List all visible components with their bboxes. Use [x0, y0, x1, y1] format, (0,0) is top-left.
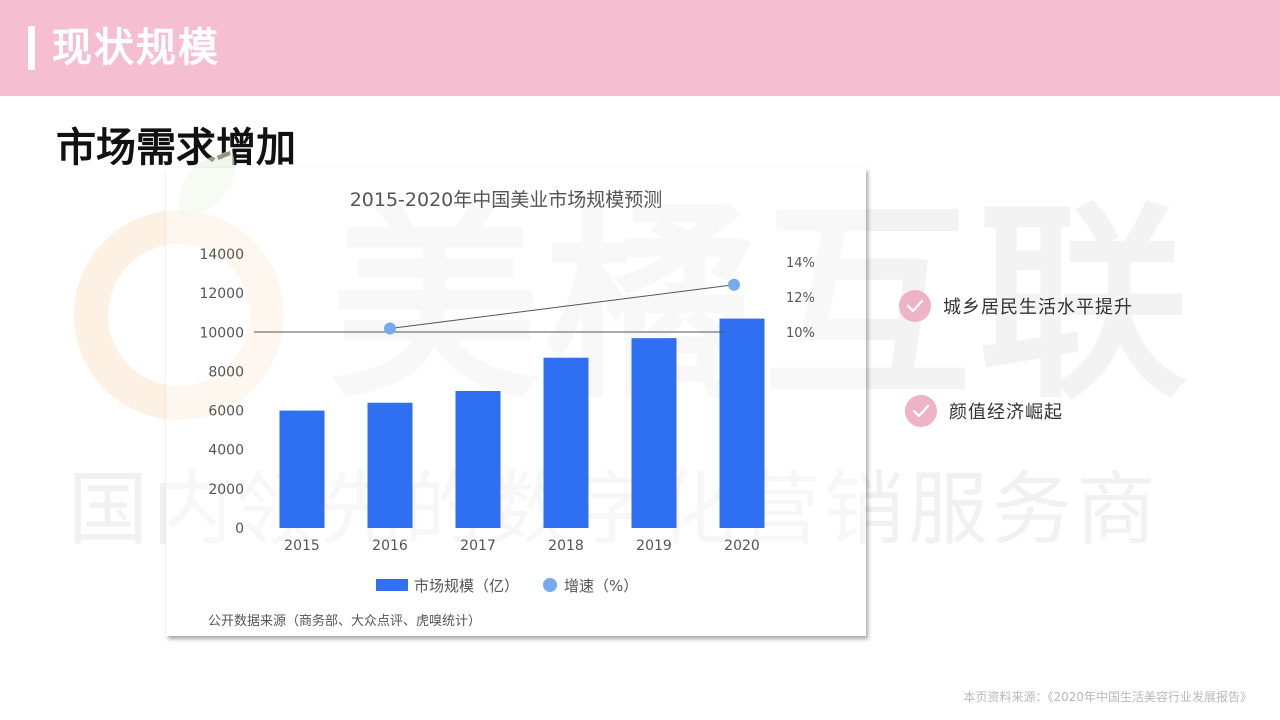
legend-bar-swatch: [376, 579, 408, 591]
x-tick-label: 2016: [372, 538, 408, 554]
growth-point-2020: [728, 278, 740, 291]
right-tick-label: 10%: [786, 326, 815, 341]
bar-2016: [367, 402, 413, 528]
section-heading: 市场需求增加: [56, 125, 296, 171]
bar-2015: [279, 410, 325, 528]
legend-label: 增速（%）: [564, 577, 638, 595]
x-tick-label: 2015: [284, 538, 320, 554]
legend-dot-swatch: [543, 578, 557, 592]
bar-2018: [543, 357, 589, 528]
left-tick-label: 10000: [199, 325, 244, 341]
right-tick-label: 14%: [786, 256, 815, 271]
point-text: 颜值经济崛起: [949, 402, 1063, 423]
footer-source: 本页资料来源：《2020年中国生活美容行业发展报告》: [963, 690, 1252, 704]
chart-card: 2015-2020年中国美业市场规模预测 0 2000 4000 6000 8000 10…: [166, 168, 866, 636]
bar-2020: [719, 318, 765, 528]
left-tick-label: 8000: [208, 364, 244, 380]
bar-2019: [631, 338, 677, 528]
x-tick-label: 2017: [460, 538, 496, 554]
chart-source-note: 公开数据来源（商务部、大众点评、虎嗅统计）: [208, 613, 481, 629]
chart-title: 2015-2020年中国美业市场规模预测: [350, 189, 663, 211]
legend-label: 市场规模（亿）: [414, 577, 519, 595]
left-tick-label: 12000: [199, 286, 244, 302]
left-tick-label: 0: [235, 521, 244, 537]
x-tick-label: 2020: [724, 538, 760, 554]
header-accent-bar: [28, 26, 35, 70]
left-tick-label: 4000: [208, 443, 244, 459]
check-icon: [899, 290, 931, 322]
watermark-slogan: 国内领先的数字化营销服务商: [68, 463, 1160, 556]
left-tick-label: 2000: [208, 482, 244, 498]
x-tick-label: 2018: [548, 538, 584, 554]
point-text: 城乡居民生活水平提升: [943, 297, 1133, 318]
right-tick-label: 12%: [786, 291, 815, 306]
x-tick-label: 2019: [636, 538, 672, 554]
header-banner: 现状规模: [0, 0, 1280, 96]
growth-line: [389, 284, 735, 329]
market-size-chart: 2015-2020年中国美业市场规模预测 0 2000 4000 6000 8000 10…: [199, 189, 815, 629]
bar-2017: [455, 391, 501, 528]
left-tick-label: 6000: [208, 404, 244, 420]
page-title: 现状规模: [52, 25, 220, 71]
point-item-1: 城乡居民生活水平提升: [899, 290, 1133, 322]
check-icon: [905, 395, 937, 427]
growth-point-2016: [384, 322, 396, 335]
left-tick-label: 14000: [199, 247, 244, 263]
point-item-2: 颜值经济崛起: [905, 395, 1063, 427]
